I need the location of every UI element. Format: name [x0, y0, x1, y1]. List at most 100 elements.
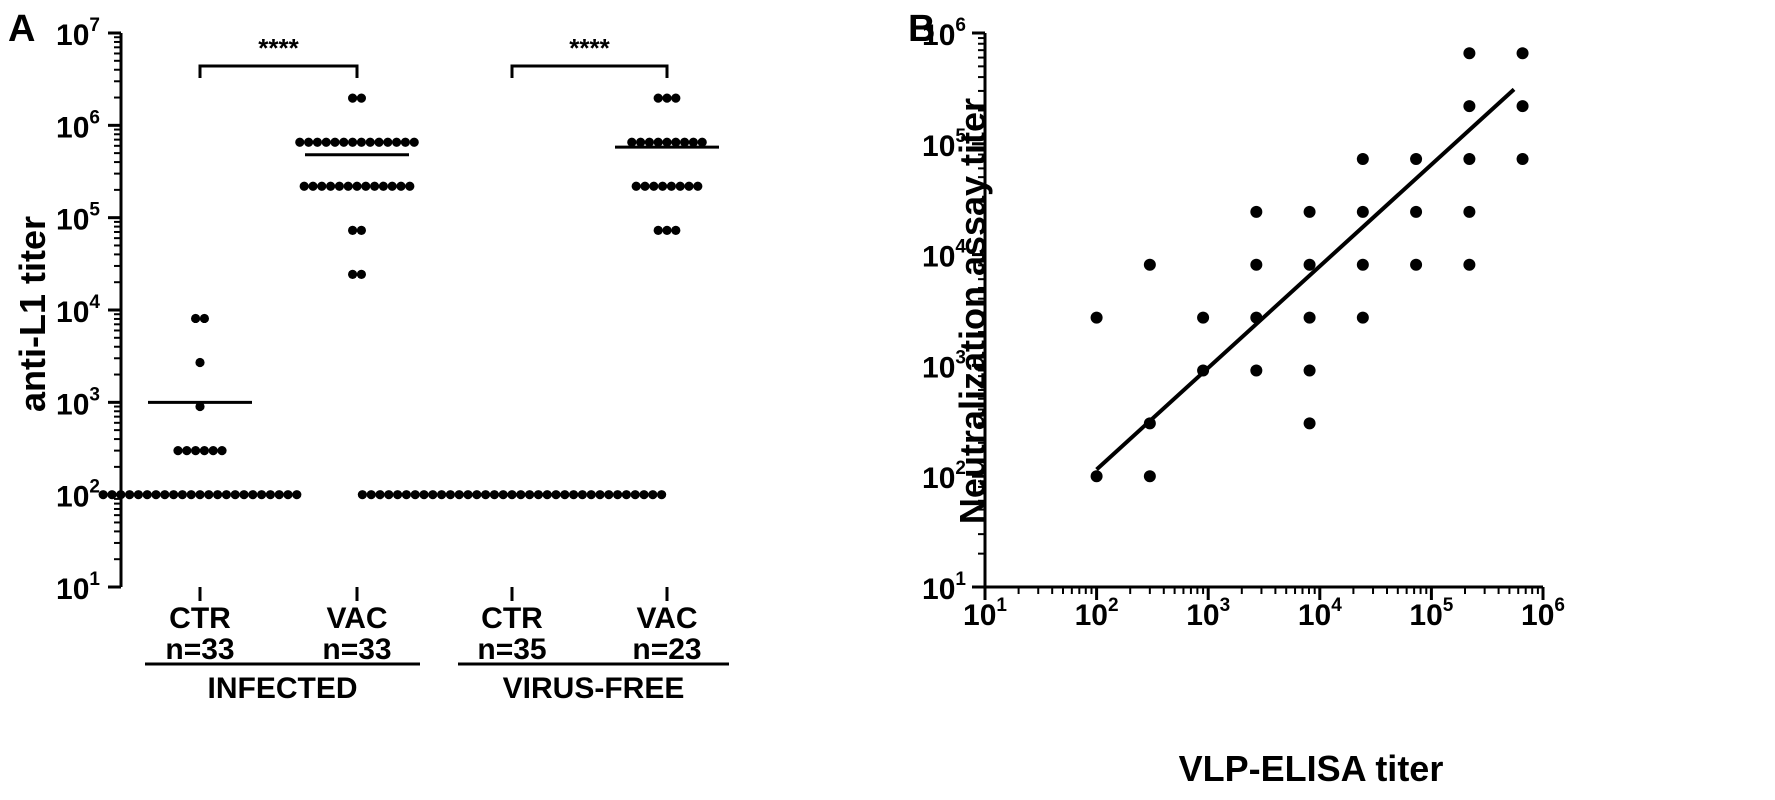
panel-a-y-tick-label: 101	[56, 569, 100, 606]
panel-a-data-point	[383, 137, 393, 147]
panel-a-data-point	[199, 446, 209, 456]
panel-a-data-point	[312, 137, 322, 147]
panel-a-data-point	[653, 93, 663, 103]
panel-a-data-point	[370, 181, 380, 191]
panel-a-data-point	[409, 137, 419, 147]
panel-a-data-point	[410, 490, 420, 500]
panel-b-x-tick-label: 101	[963, 595, 1007, 632]
panel-a-data-point	[445, 490, 455, 500]
panel-a-data-point	[248, 490, 258, 500]
panel-a-data-point	[658, 181, 668, 191]
panel-a-data-point	[374, 137, 384, 147]
panel-a-data-point	[631, 181, 641, 191]
panel-a-data-point	[378, 181, 388, 191]
panel-a-data-point	[348, 93, 358, 103]
panel-a-data-point	[644, 137, 655, 147]
panel-b-y-tick-label: 101	[922, 569, 966, 606]
panel-a-data-point	[125, 490, 135, 500]
panel-a-data-point	[116, 490, 126, 500]
panel-b-data-point	[1410, 258, 1423, 271]
panel-a-data-point	[169, 490, 179, 500]
panel-a-significance-label: ****	[569, 33, 610, 63]
panel-a-data-point	[662, 137, 672, 147]
panel-a-y-tick-label: 103	[56, 384, 100, 421]
panel-b-data-point	[1463, 100, 1476, 113]
panel-a-data-point	[299, 181, 309, 191]
panel-a-data-point	[107, 490, 117, 500]
panel-a-data-point	[613, 490, 623, 500]
panel-a-group-label: INFECTED	[208, 672, 358, 705]
panel-a-category-label: VAC	[636, 602, 697, 635]
panel-a-data-point	[649, 181, 659, 191]
panel-a-data-point	[177, 490, 187, 500]
panel-a-data-point	[577, 490, 588, 500]
panel-b-data-point	[1356, 153, 1369, 166]
panel-b-x-tick-label: 103	[1186, 595, 1230, 632]
panel-a-y-tick-label: 106	[56, 107, 100, 144]
panel-b-data-point	[1143, 258, 1156, 271]
panel-b-y-tick-label: 105	[922, 126, 966, 163]
panel-a-data-point	[208, 446, 218, 456]
panel-a-data-point	[627, 137, 637, 147]
panel-a-data-point	[257, 490, 267, 500]
panel-b-data-point	[1250, 205, 1263, 218]
panel-a-category-label: VAC	[326, 602, 387, 635]
panel-a-data-point	[339, 137, 349, 147]
panel-a-data-point	[356, 269, 366, 279]
panel-a-data-point	[454, 490, 464, 500]
panel-a-data-point	[173, 446, 183, 456]
panel-b-data-point	[1516, 47, 1529, 60]
panel-a-data-point	[204, 490, 214, 500]
panel-b-data-point	[1090, 470, 1103, 483]
panel-b-x-axis-label: VLP-ELISA titer	[1179, 748, 1444, 789]
panel-a-data-point	[151, 490, 161, 500]
panel-a-data-point	[693, 181, 703, 191]
panel-a-data-point	[639, 490, 649, 500]
panel-a-data-point	[366, 490, 376, 500]
panel-a-data-point	[334, 181, 344, 191]
panel-a-data-point	[317, 181, 327, 191]
panel-a-data-point	[387, 181, 397, 191]
panel-a-data-point	[195, 357, 205, 368]
panel-b-data-point	[1250, 364, 1263, 377]
panel-b-y-tick-label: 104	[922, 237, 966, 274]
panel-b-y-axis: 101 102 103 104 105 106	[922, 15, 987, 606]
panel-b-data-point	[1250, 311, 1263, 324]
panel-a-data-point	[295, 137, 305, 147]
panel-b-data-point	[1197, 311, 1210, 324]
panel-b-y-tick-label: 106	[922, 15, 966, 52]
panel-b-data-point	[1303, 258, 1316, 271]
panel-a-data-point	[396, 181, 406, 191]
panel-a-category-n: n=35	[477, 633, 546, 666]
panel-a-category-n: n=23	[632, 633, 701, 666]
panel-a-data-point	[304, 137, 314, 147]
panel-a-data-point	[671, 137, 681, 147]
panel-b-x-axis: 101 102 103 104 105 106	[963, 585, 1565, 632]
panel-a-points	[98, 93, 707, 500]
panel-b-regression-line	[1095, 87, 1516, 471]
panel-a-data-point	[671, 93, 681, 103]
panel-a-data-point	[697, 137, 707, 147]
panel-b-data-point	[1143, 417, 1156, 430]
panel-a-data-point	[182, 446, 192, 456]
panel-a-data-point	[595, 490, 605, 500]
panel-b-fit-line	[1095, 87, 1516, 471]
panel-a-data-point	[365, 137, 375, 147]
panel-b-data-point	[1303, 364, 1316, 377]
panel-a-data-point	[640, 181, 650, 191]
panel-b-data-point	[1410, 205, 1423, 218]
panel-a-group-label: VIRUS-FREE	[503, 672, 685, 705]
panel-b-x-tick-label: 106	[1521, 595, 1565, 632]
panel-a-data-point	[321, 137, 331, 147]
panel-a-y-tick-label: 104	[56, 292, 100, 329]
panel-a-category-label: CTR	[481, 602, 543, 635]
panel-a-data-point	[292, 490, 302, 500]
panel-a-data-point	[133, 490, 143, 500]
panel-a-letter: A	[8, 8, 35, 50]
panel-a-data-point	[195, 490, 205, 500]
panel-a-data-point	[160, 490, 170, 500]
panel-a-data-point	[98, 490, 108, 500]
panel-b-data-point	[1303, 205, 1316, 218]
panel-a-y-axis: 101 102 103 104 105 106 107	[56, 15, 123, 606]
panel-a-data-point	[653, 137, 663, 147]
